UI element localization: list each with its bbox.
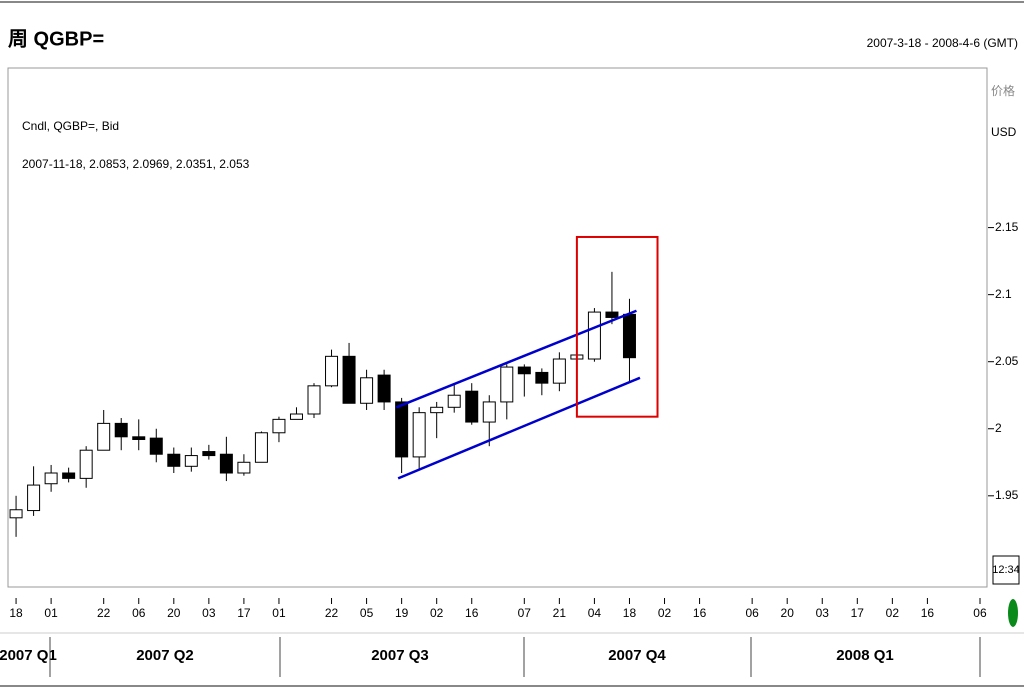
x-tick-label: 03 (816, 606, 830, 620)
status-indicator (1008, 599, 1018, 627)
date-range: 2007-3-18 - 2008-4-6 (GMT) (867, 36, 1018, 50)
candle-body (289, 413, 303, 420)
x-tick-label: 05 (360, 606, 374, 620)
candle-body (79, 449, 93, 479)
candle-body (395, 401, 409, 458)
x-tick-label: 07 (518, 606, 532, 620)
x-tick-label: 16 (693, 606, 707, 620)
plot-frame (7, 67, 988, 588)
x-tick-label: 20 (167, 606, 181, 620)
quarter-label: 2007 Q3 (371, 647, 429, 664)
x-tick-label: 18 (9, 606, 23, 620)
candle-body (535, 371, 549, 384)
candle-body (132, 436, 146, 440)
candle-body (605, 311, 619, 318)
candle-body (97, 422, 111, 451)
x-tick-label: 02 (886, 606, 900, 620)
candle-body (587, 311, 601, 360)
x-tick-label: 19 (395, 606, 409, 620)
x-tick-label: 01 (272, 606, 286, 620)
highlight-box (575, 235, 659, 418)
candle-body (622, 313, 636, 359)
x-tick-label: 22 (325, 606, 339, 620)
info-line: 2007-11-18, 2.0853, 2.0969, 2.0351, 2.05… (22, 157, 250, 171)
candle-body (272, 418, 286, 434)
candle-body (149, 437, 163, 455)
candle-body (412, 412, 426, 458)
x-tick-label: 04 (588, 606, 602, 620)
candle-body (44, 472, 58, 485)
candle-body (430, 406, 444, 414)
x-tick-label: 22 (97, 606, 111, 620)
candle-body (62, 472, 76, 479)
candle-body (377, 374, 391, 403)
x-tick-label: 06 (973, 606, 987, 620)
time-box-text: 12:34 (992, 564, 1020, 576)
candle-body (360, 377, 374, 404)
x-tick-label: 02 (430, 606, 444, 620)
candle-body (254, 432, 268, 463)
candle-body (325, 355, 339, 387)
y-axis-label: 价格 (991, 83, 1015, 98)
x-tick-label: 21 (553, 606, 567, 620)
x-tick-label: 03 (202, 606, 216, 620)
candle-body (307, 385, 321, 415)
y-tick-label: 1.95 (995, 488, 1019, 502)
candle-body (167, 453, 181, 467)
x-tick-label: 20 (781, 606, 795, 620)
y-axis-unit: USD (991, 125, 1017, 139)
candle-body (482, 401, 496, 423)
quarter-label: 2008 Q1 (836, 647, 894, 664)
candle-body (500, 366, 514, 403)
quarter-label: 2007 Q4 (608, 647, 666, 664)
x-tick-label: 18 (623, 606, 637, 620)
candle-body (342, 355, 356, 404)
x-tick-label: 06 (745, 606, 759, 620)
candle-body (184, 455, 198, 467)
candle-body (202, 451, 216, 457)
candle-body (27, 484, 41, 512)
x-tick-label: 16 (921, 606, 935, 620)
candle-body (237, 461, 251, 474)
quarter-label: 2007 Q2 (136, 647, 194, 664)
x-tick-label: 02 (658, 606, 672, 620)
trend-line (397, 376, 641, 480)
quarter-label: 2007 Q1 (0, 647, 57, 664)
candle-body (114, 422, 128, 438)
x-tick-label: 17 (851, 606, 865, 620)
candle-body (465, 390, 479, 423)
trend-line (395, 309, 637, 409)
candle-body (447, 394, 461, 408)
y-tick-label: 2 (995, 421, 1002, 435)
info-line: Cndl, QGBP=, Bid (22, 119, 119, 133)
candle-body (517, 366, 531, 375)
chart-title: 周 QGBP= (8, 28, 104, 50)
x-tick-label: 16 (465, 606, 479, 620)
candle-body (219, 453, 233, 474)
y-tick-label: 2.05 (995, 354, 1019, 368)
time-box (992, 555, 1020, 585)
x-tick-label: 17 (237, 606, 251, 620)
x-tick-label: 06 (132, 606, 146, 620)
y-tick-label: 2.15 (995, 220, 1019, 234)
candle-body (9, 509, 23, 519)
x-tick-label: 01 (44, 606, 58, 620)
y-tick-label: 2.1 (995, 287, 1012, 301)
candle-body (552, 358, 566, 384)
